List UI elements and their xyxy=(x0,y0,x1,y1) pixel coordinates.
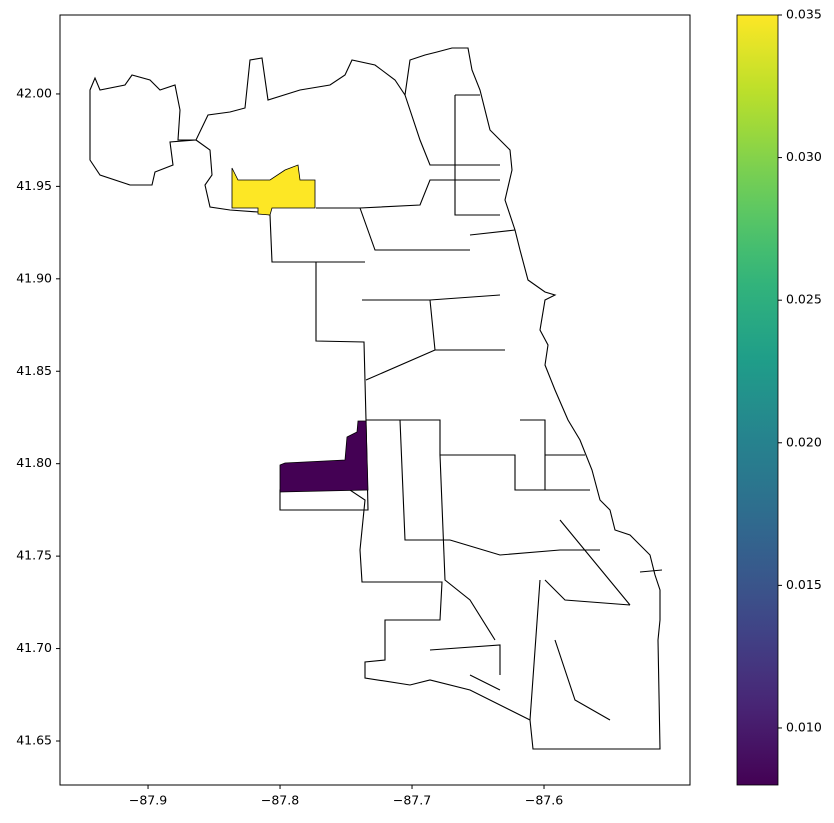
plot-area xyxy=(59,14,691,786)
region xyxy=(279,420,369,493)
y-tick-label: 41.70 xyxy=(16,640,52,655)
colorbar-tick-label: 0.010 xyxy=(786,719,822,734)
y-tick-label: 42.00 xyxy=(16,85,52,100)
x-tick-label: −87.9 xyxy=(129,793,167,808)
colorbar-tick-label: 0.015 xyxy=(786,577,822,592)
y-tick-label: 41.65 xyxy=(16,733,52,748)
x-tick-label: −87.7 xyxy=(393,793,431,808)
colorbar-tick-label: 0.030 xyxy=(786,149,822,164)
colorbar-tick-label: 0.035 xyxy=(786,7,822,22)
region xyxy=(231,164,316,216)
boundary-lines xyxy=(272,94,663,721)
y-tick-label: 41.95 xyxy=(16,178,52,193)
colorbar-tick-label: 0.025 xyxy=(786,292,822,307)
y-tick-label: 41.85 xyxy=(16,363,52,378)
x-tick-label: −87.6 xyxy=(525,793,563,808)
colorbar-tick-label: 0.020 xyxy=(786,434,822,449)
city-outline xyxy=(89,47,661,750)
x-tick-label: −87.8 xyxy=(261,793,299,808)
colorbar xyxy=(736,14,779,786)
y-tick-label: 41.90 xyxy=(16,270,52,285)
y-tick-label: 41.75 xyxy=(16,548,52,563)
y-tick-label: 41.80 xyxy=(16,455,52,470)
